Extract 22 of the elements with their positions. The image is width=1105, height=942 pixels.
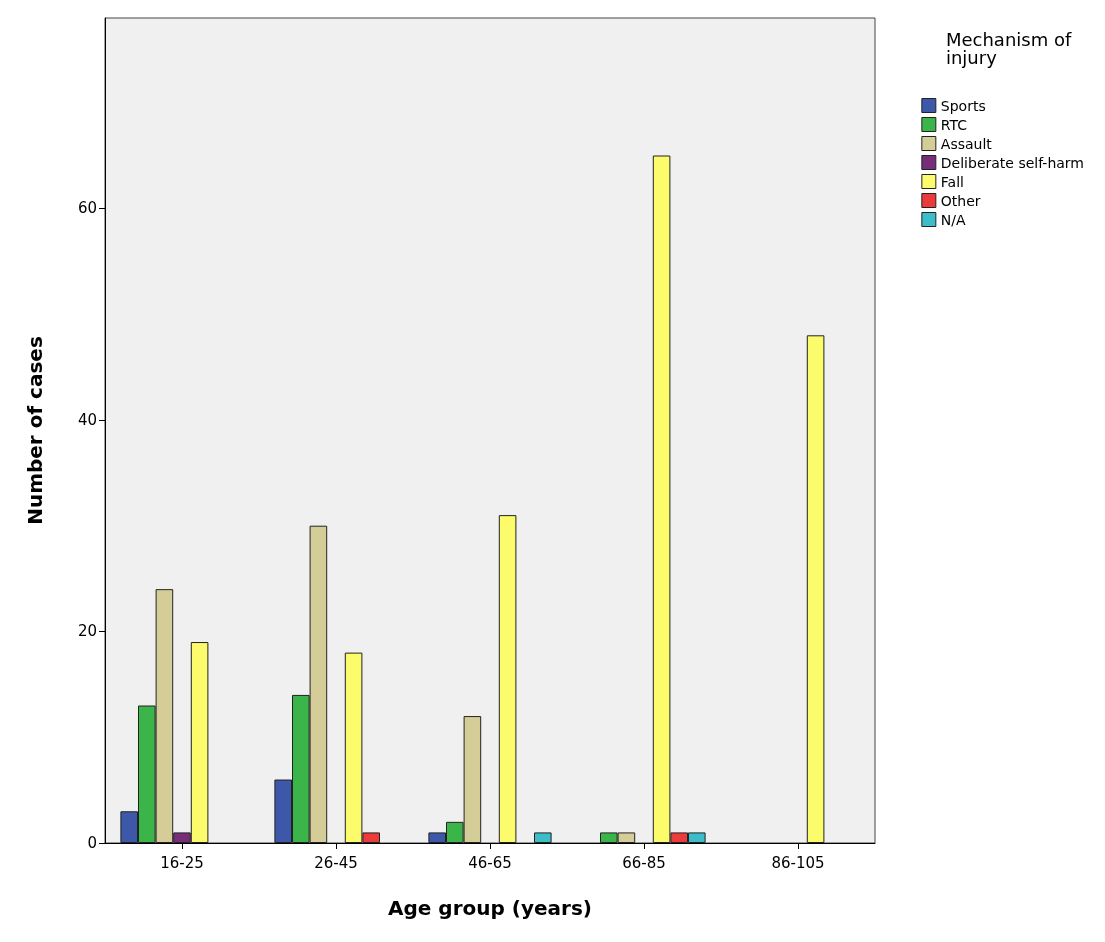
bar	[806, 335, 825, 843]
y-axis-title: Number of cases	[23, 336, 47, 525]
y-tick-label: 40	[77, 410, 97, 429]
x-tick-label: 66-85	[622, 853, 666, 872]
bar	[498, 515, 517, 843]
x-tick-label: 86-105	[771, 853, 825, 872]
legend-label: Deliberate self-harm	[940, 154, 1084, 171]
x-tick-label: 46-65	[468, 853, 512, 872]
bar	[534, 832, 552, 843]
legend-label: RTC	[940, 116, 968, 133]
legend-label: Sports	[940, 97, 986, 114]
x-axis-title: Age group (years)	[388, 896, 592, 920]
y-tick-label: 60	[77, 199, 97, 218]
x-tick-label: 16-25	[160, 853, 204, 872]
legend-label: Assault	[940, 135, 993, 152]
y-tick-label: 20	[77, 622, 97, 641]
x-tick-label: 26-45	[314, 853, 358, 872]
legend-label: Fall	[940, 173, 964, 190]
legend-label: Other	[940, 192, 981, 209]
y-tick-label: 0	[87, 834, 97, 852]
legend-label: N/A	[940, 211, 967, 228]
legend-title: Mechanism of injury	[945, 28, 1078, 68]
